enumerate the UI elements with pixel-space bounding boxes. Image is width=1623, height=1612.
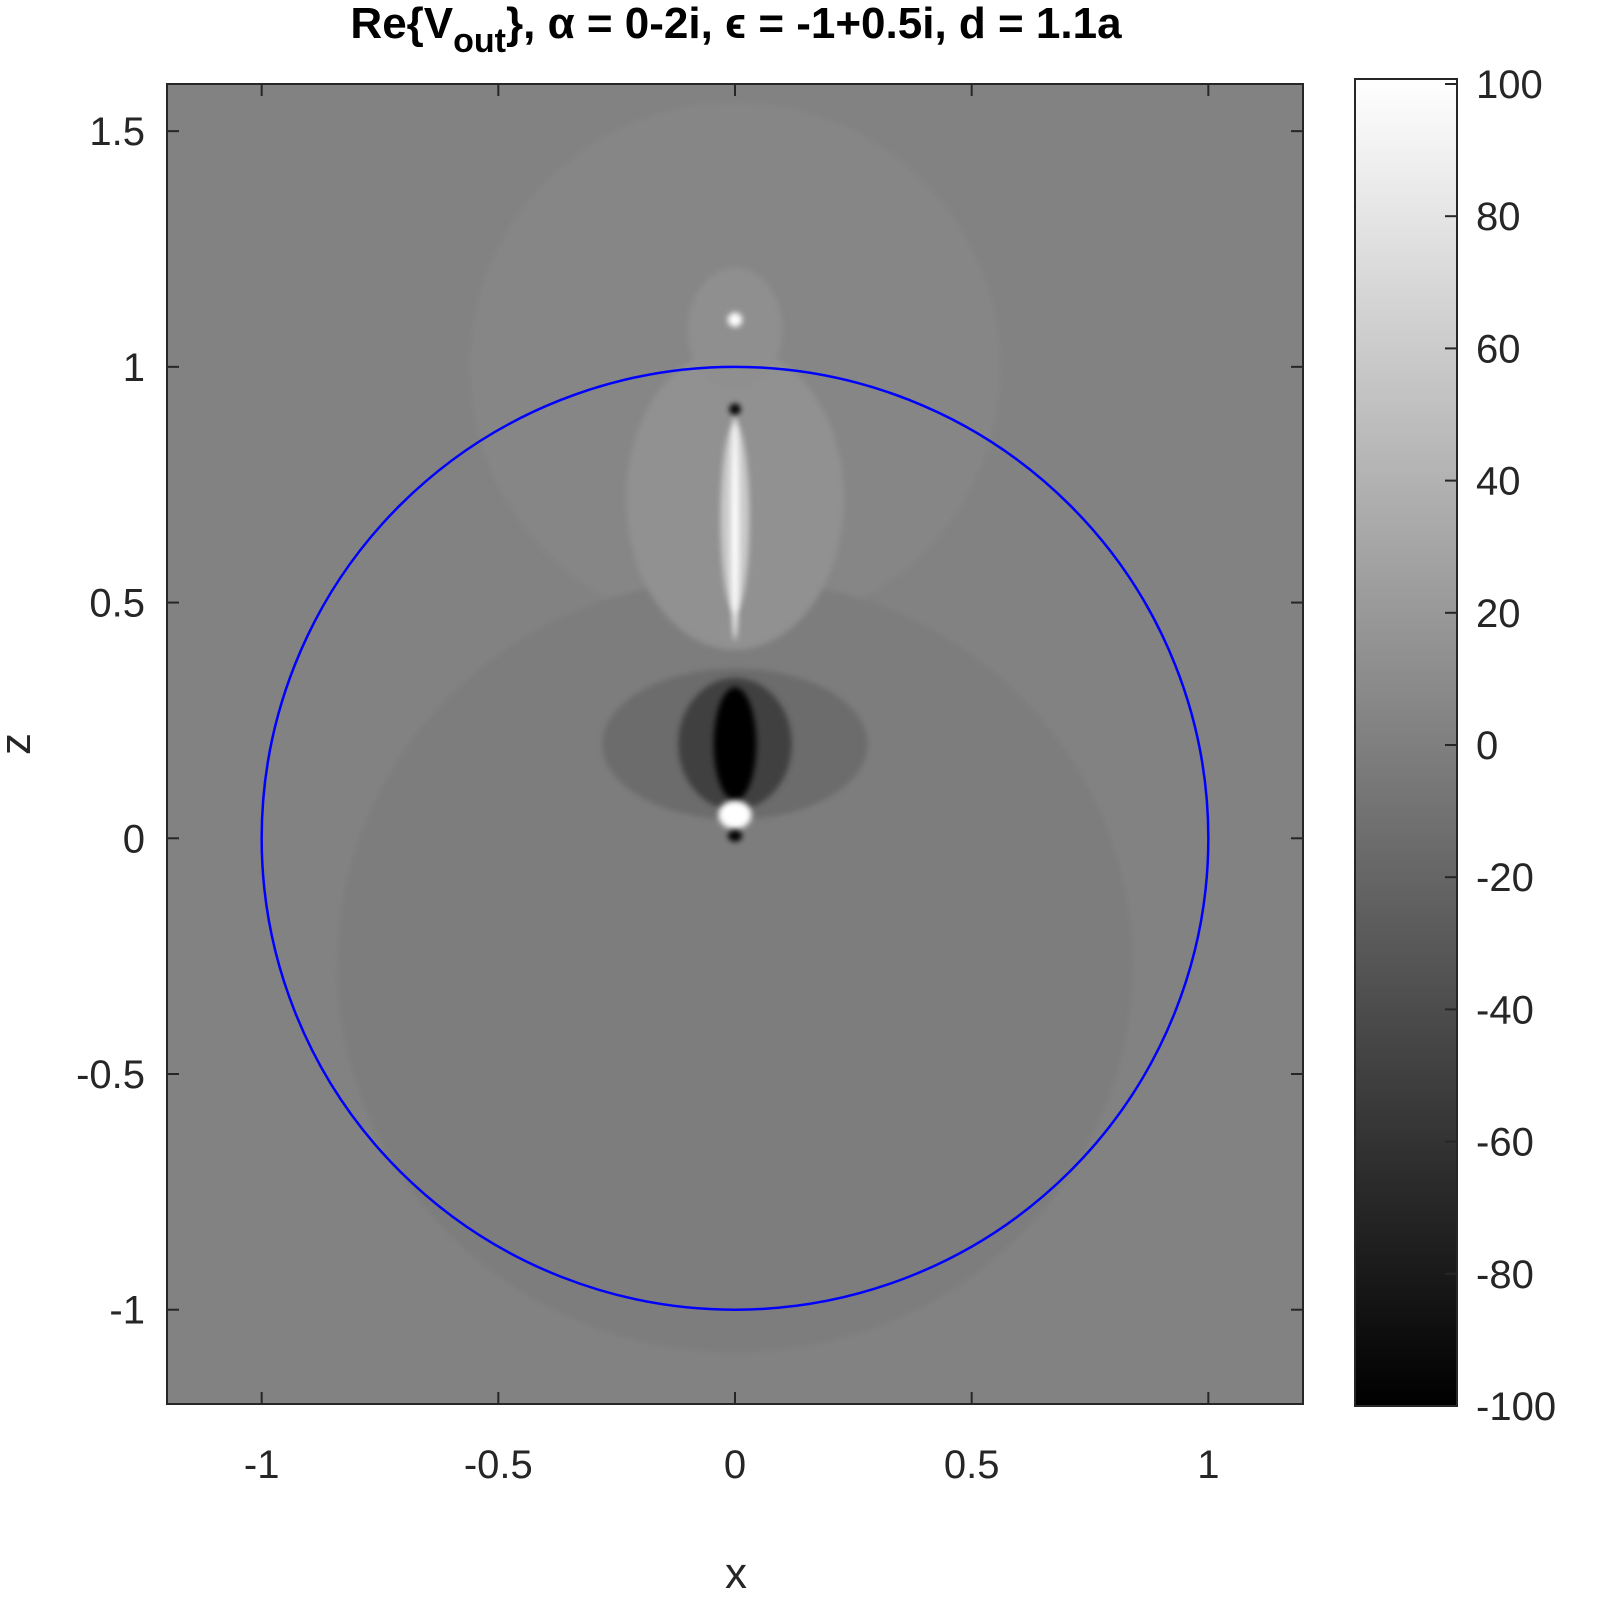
y-tick-label: 1.5 [89, 110, 145, 154]
field-feature [687, 267, 783, 391]
y-tick-label: -0.5 [76, 1053, 145, 1097]
chart-title: Re{Vout}, α = 0-2i, ϵ = -1+0.5i, d = 1.1… [350, 0, 1122, 60]
y-axis-label: z [0, 733, 40, 755]
x-tick-label: 1 [1197, 1443, 1219, 1487]
x-tick-label: -0.5 [464, 1443, 533, 1487]
field-feature [713, 687, 757, 801]
colorbar-tick-label: 40 [1476, 460, 1521, 504]
y-tick-label: 0.5 [89, 582, 145, 626]
x-tick-label: -1 [244, 1443, 280, 1487]
colorbar-tick-label: -80 [1476, 1253, 1534, 1297]
x-tick-label: 0 [724, 1443, 746, 1487]
field-feature [718, 800, 752, 829]
title-subscript: out [453, 22, 506, 60]
y-tick-label: 1 [123, 346, 145, 390]
field [167, 84, 1303, 1404]
colorbar-tick-label: 0 [1476, 724, 1498, 768]
title-part: Re{V [350, 0, 453, 48]
colorbar-tick-label: -100 [1476, 1385, 1556, 1429]
colorbar-tick-label: -60 [1476, 1121, 1534, 1165]
colorbar-tick-label: -20 [1476, 856, 1534, 900]
colorbar-tick-label: 100 [1476, 63, 1543, 107]
x-tick-label: 0.5 [944, 1443, 1000, 1487]
colorbar-tick-label: 80 [1476, 195, 1521, 239]
field-feature [337, 579, 1133, 1353]
x-axis-label: x [725, 1549, 747, 1598]
colorbar-tick-label: 60 [1476, 327, 1521, 371]
colorbar-tick-label: -40 [1476, 988, 1534, 1032]
y-tick-label: -1 [109, 1289, 145, 1333]
field-feature [727, 312, 743, 327]
y-tick-label: 0 [123, 817, 145, 861]
colorbar [1354, 78, 1458, 1407]
boundary-circle [260, 365, 1210, 1311]
field-feature [729, 403, 741, 415]
field-feature [727, 830, 743, 842]
field-feature [731, 414, 739, 641]
title-part: }, α = 0-2i, ϵ = -1+0.5i, d = 1.1a [506, 0, 1122, 48]
colorbar-tick-label: 20 [1476, 592, 1521, 636]
